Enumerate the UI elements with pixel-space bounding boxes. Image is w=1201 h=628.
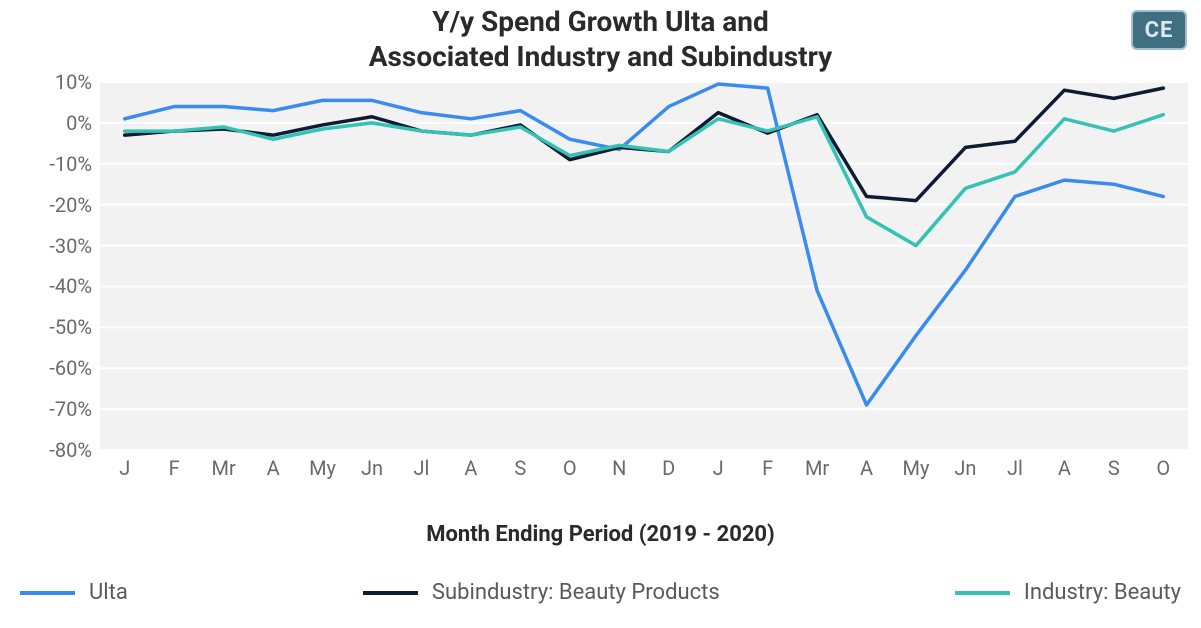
x-tick-label: Jn <box>941 456 990 480</box>
title-line-1: Y/y Spend Growth Ulta and <box>432 5 768 38</box>
y-tick-label: -50% <box>12 315 92 339</box>
x-tick-label: Jl <box>990 456 1039 480</box>
y-tick-label: -20% <box>12 193 92 217</box>
x-tick-label: Mr <box>792 456 841 480</box>
y-tick-label: -70% <box>12 397 92 421</box>
x-tick-label: My <box>298 456 347 480</box>
y-tick-label: 10% <box>12 70 92 94</box>
x-tick-label: Jn <box>347 456 396 480</box>
y-tick-label: -60% <box>12 356 92 380</box>
x-tick-label: F <box>149 456 198 480</box>
plot-area <box>100 82 1188 450</box>
legend-label: Industry: Beauty <box>1024 580 1181 605</box>
x-tick-label: A <box>446 456 495 480</box>
y-tick-label: -30% <box>12 234 92 258</box>
legend: Ulta Subindustry: Beauty Products Industry… <box>20 580 1181 605</box>
x-tick-label: O <box>545 456 594 480</box>
title-line-2: Associated Industry and Subindustry <box>369 40 833 73</box>
x-tick-label: A <box>1040 456 1089 480</box>
y-tick-label: 0% <box>12 111 92 135</box>
x-tick-label: J <box>100 456 149 480</box>
x-tick-label: My <box>891 456 940 480</box>
legend-label: Subindustry: Beauty Products <box>432 580 720 605</box>
brand-logo: CE <box>1131 10 1187 50</box>
x-tick-label: S <box>496 456 545 480</box>
y-tick-label: -40% <box>12 274 92 298</box>
y-tick-label: -80% <box>12 438 92 462</box>
x-tick-label: A <box>842 456 891 480</box>
x-tick-label: Jl <box>397 456 446 480</box>
x-tick-label: Mr <box>199 456 248 480</box>
legend-label: Ulta <box>89 580 128 605</box>
x-tick-label: O <box>1139 456 1188 480</box>
y-tick-label: -10% <box>12 152 92 176</box>
legend-swatch <box>363 591 418 595</box>
x-tick-label: S <box>1089 456 1138 480</box>
legend-item: Ulta <box>20 580 128 605</box>
x-axis-label: Month Ending Period (2019 - 2020) <box>0 522 1201 547</box>
x-tick-label: A <box>248 456 297 480</box>
legend-item: Subindustry: Beauty Products <box>363 580 720 605</box>
legend-item: Industry: Beauty <box>955 580 1181 605</box>
x-tick-label: N <box>595 456 644 480</box>
chart-title: Y/y Spend Growth Ulta and Associated Ind… <box>0 4 1201 74</box>
legend-swatch <box>955 591 1010 595</box>
x-tick-label: J <box>693 456 742 480</box>
chart-container: { "title_line1": "Y/y Spend Growth Ulta … <box>0 0 1201 628</box>
line-chart-svg <box>100 82 1188 450</box>
legend-swatch <box>20 591 75 595</box>
logo-text: CE <box>1145 18 1174 43</box>
x-tick-label: F <box>743 456 792 480</box>
x-tick-label: D <box>644 456 693 480</box>
